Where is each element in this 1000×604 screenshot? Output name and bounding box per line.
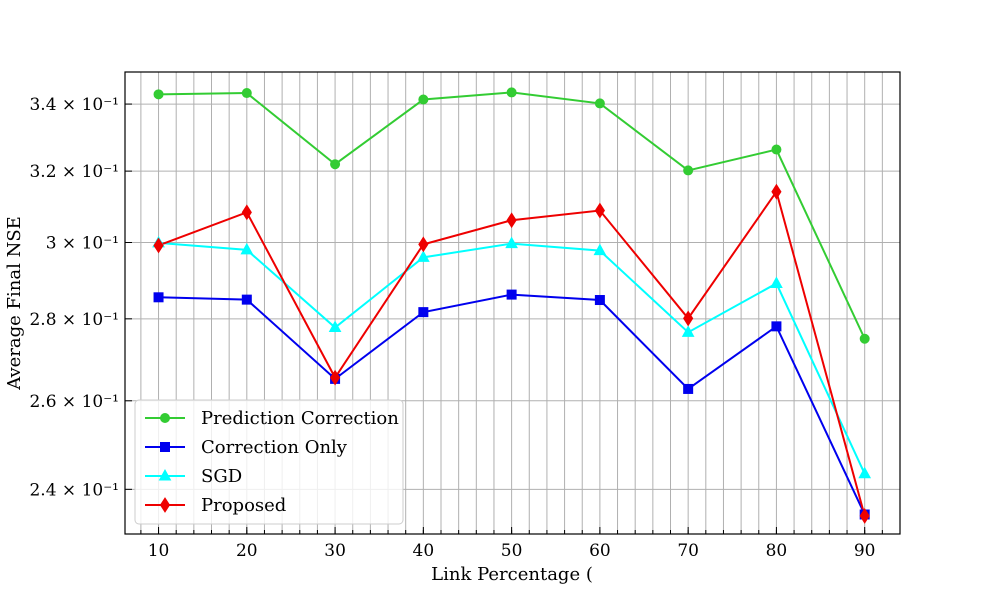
data-point-correction-only (506, 289, 517, 300)
legend-marker-correction-only (160, 442, 170, 452)
x-tick-label: 20 (236, 541, 258, 561)
y-tick-label: 3.2 × 10⁻¹ (29, 162, 119, 182)
data-point-correction-only (683, 383, 694, 394)
plot-frame (124, 71, 901, 535)
x-tick-label: 70 (677, 541, 699, 561)
x-tick-label: 40 (413, 541, 435, 561)
series-markers (152, 87, 872, 524)
data-point-proposed (241, 204, 252, 221)
data-point-sgd (505, 236, 518, 249)
data-point-proposed (683, 310, 694, 327)
x-tick-label: 30 (324, 541, 346, 561)
y-tick-label: 2.4 × 10⁻¹ (29, 480, 119, 500)
y-tick-label: 2.6 × 10⁻¹ (29, 392, 119, 412)
data-point-correction-only (241, 294, 252, 305)
data-point-proposed (418, 236, 429, 253)
legend-marker-proposed (159, 497, 171, 513)
data-point-sgd (681, 325, 695, 337)
data-point-prediction-correction (330, 159, 341, 170)
x-tick-label: 60 (589, 541, 611, 561)
legend-label-correction-only: Correction Only (201, 437, 348, 458)
x-tick-label: 90 (854, 541, 876, 561)
data-point-sgd (858, 466, 872, 479)
data-point-sgd (593, 243, 607, 256)
data-point-proposed (771, 183, 782, 200)
x-tick-label: 50 (501, 541, 523, 561)
x-tick-label: 80 (766, 541, 788, 561)
data-point-sgd (240, 242, 254, 255)
legend-marker-sgd (158, 468, 172, 481)
data-point-correction-only (153, 292, 164, 303)
data-point-prediction-correction (771, 144, 782, 155)
data-point-prediction-correction (594, 98, 605, 109)
data-point-sgd (417, 250, 430, 262)
data-point-proposed (594, 202, 605, 219)
data-point-prediction-correction (859, 333, 870, 344)
data-point-sgd (328, 320, 342, 333)
data-point-proposed (506, 212, 517, 229)
data-point-proposed (153, 237, 164, 254)
legend-label-prediction-correction: Prediction Correction (201, 408, 399, 429)
data-point-prediction-correction (153, 89, 164, 100)
data-point-proposed (329, 369, 341, 386)
legend: Prediction Correction Correction Only SGD P… (134, 399, 404, 525)
data-point-prediction-correction (683, 165, 694, 176)
legend-box (134, 399, 404, 525)
data-point-correction-only (594, 295, 605, 306)
legend-label-proposed: Proposed (201, 495, 286, 516)
y-tick-label: 3.4 × 10⁻¹ (29, 95, 119, 115)
data-point-correction-only (418, 307, 429, 318)
x-axis-label: Link Percentage ( (431, 564, 593, 585)
y-tick-label: 3 × 10⁻¹ (46, 234, 119, 254)
axis-ticks: 10 20 30 40 50 60 70 80 90 2.4 × 10⁻¹ 2.6 × 10⁻¹ 2.… (29, 95, 901, 561)
data-point-prediction-correction (506, 87, 517, 98)
data-point-prediction-correction (241, 88, 252, 99)
y-tick-label: 2.8 × 10⁻¹ (29, 310, 119, 330)
legend-label-sgd: SGD (201, 466, 242, 487)
x-tick-label: 10 (148, 541, 170, 561)
data-point-proposed (859, 507, 870, 524)
legend-marker-prediction-correction (160, 413, 170, 423)
data-point-correction-only (771, 321, 782, 332)
data-point-prediction-correction (418, 94, 429, 105)
data-point-sgd (770, 276, 783, 288)
y-axis-label: Average Final NSE (4, 216, 25, 391)
